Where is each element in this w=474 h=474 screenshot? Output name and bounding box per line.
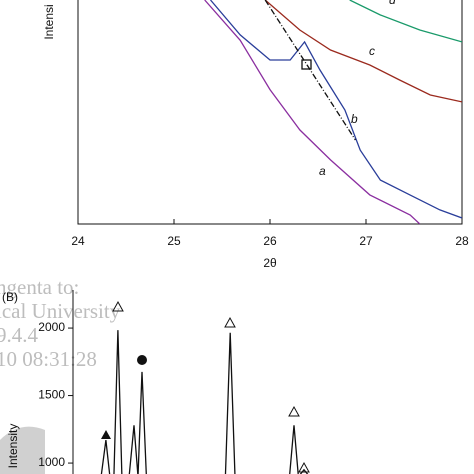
marker-open-triangle: [288, 405, 300, 417]
y-axis-label: Intensi: [42, 4, 56, 39]
series-label: a: [319, 164, 326, 178]
x-tick-label: 24: [71, 234, 85, 248]
watermark-blob: [0, 426, 45, 474]
watermark-text: ngenta to:: [0, 275, 79, 299]
x-axis-label: 2θ: [263, 256, 277, 270]
x-tick-label: 25: [167, 234, 181, 248]
marker-filled-circle: [137, 355, 147, 365]
series-line: [100, 330, 309, 474]
y-tick-label: 1000: [38, 455, 65, 469]
x-tick-label: 26: [263, 234, 277, 248]
watermark-text: 9.4.4: [0, 323, 39, 347]
series-line: [210, 0, 462, 219]
x-tick-label: 27: [359, 234, 373, 248]
series-label: d: [389, 0, 396, 7]
plot-frame: [77, 0, 463, 225]
y-axis-label: Intensity: [6, 424, 20, 469]
marker-open-triangle: [298, 461, 310, 473]
series-line: [204, 0, 421, 224]
x-tick-label: 28: [455, 234, 469, 248]
series-label: c: [369, 44, 375, 58]
series-line: [264, 0, 462, 103]
reference-line: [264, 0, 356, 141]
marker-filled-triangle: [101, 430, 111, 439]
series-label: b: [351, 112, 358, 126]
marker-square: [301, 59, 312, 70]
watermark-text: ical University: [0, 299, 121, 323]
marker-open-triangle: [224, 316, 236, 328]
watermark-text: 10 08:31:28: [0, 347, 97, 371]
panel-label: (B): [2, 290, 18, 304]
series-line: [349, 0, 462, 43]
y-tick-label: 1500: [38, 388, 65, 402]
y-tick-label: 2000: [38, 320, 65, 334]
marker-open-triangle: [112, 300, 124, 312]
